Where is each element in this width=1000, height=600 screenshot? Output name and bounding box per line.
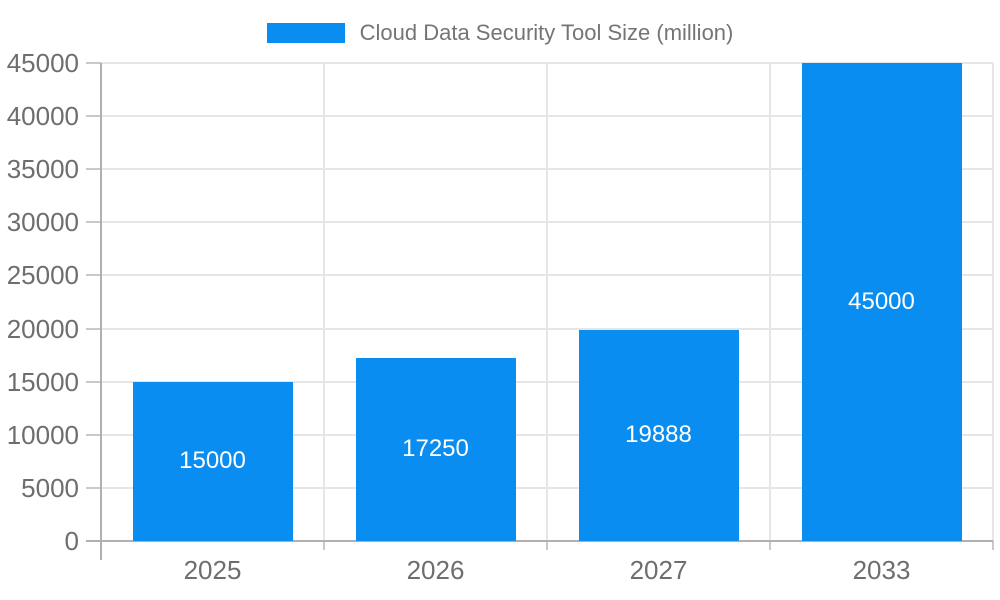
x-tick bbox=[769, 541, 771, 550]
y-tick-label: 35000 bbox=[6, 154, 79, 185]
x-tick-label: 2027 bbox=[629, 555, 688, 585]
x-tick-label: 2025 bbox=[183, 555, 242, 585]
y-tick-label: 5000 bbox=[21, 472, 79, 503]
y-tick-label: 15000 bbox=[6, 366, 79, 397]
y-tick-label: 40000 bbox=[6, 101, 79, 132]
v-gridline bbox=[546, 63, 548, 541]
v-gridline bbox=[992, 63, 994, 541]
bar-value-label: 15000 bbox=[179, 447, 246, 475]
y-tick bbox=[86, 62, 101, 64]
chart-legend[interactable]: Cloud Data Security Tool Size (million) bbox=[0, 20, 1000, 46]
y-tick-label: 0 bbox=[64, 526, 79, 556]
x-tick bbox=[546, 541, 548, 550]
y-tick-label: 30000 bbox=[6, 207, 79, 238]
x-tick-label: 2033 bbox=[852, 555, 911, 585]
bar: 45000 bbox=[801, 63, 962, 541]
bar: 17250 bbox=[355, 357, 516, 541]
x-tick-label: 2026 bbox=[406, 555, 465, 585]
bar-value-label: 17250 bbox=[402, 435, 469, 463]
y-axis-line bbox=[100, 63, 102, 560]
bar: 19888 bbox=[578, 329, 739, 541]
v-gridline bbox=[323, 63, 325, 541]
x-tick bbox=[992, 541, 994, 550]
y-tick bbox=[86, 168, 101, 171]
y-tick-label: 25000 bbox=[6, 260, 79, 291]
y-tick bbox=[86, 274, 101, 277]
y-tick bbox=[86, 380, 101, 383]
x-tick bbox=[323, 541, 325, 550]
y-tick-label: 20000 bbox=[6, 313, 79, 344]
legend-label: Cloud Data Security Tool Size (million) bbox=[359, 20, 734, 45]
y-tick bbox=[86, 327, 101, 330]
v-gridline bbox=[769, 63, 771, 541]
y-tick bbox=[86, 115, 101, 118]
x-axis-line bbox=[86, 540, 993, 542]
bar-value-label: 19888 bbox=[625, 421, 692, 449]
y-tick bbox=[86, 486, 101, 489]
bar: 15000 bbox=[132, 381, 293, 541]
y-tick bbox=[86, 221, 101, 224]
y-tick bbox=[86, 433, 101, 436]
y-tick-label: 10000 bbox=[6, 419, 79, 450]
y-tick-label: 45000 bbox=[6, 48, 79, 78]
legend-swatch bbox=[266, 23, 345, 44]
bar-value-label: 45000 bbox=[848, 288, 915, 315]
